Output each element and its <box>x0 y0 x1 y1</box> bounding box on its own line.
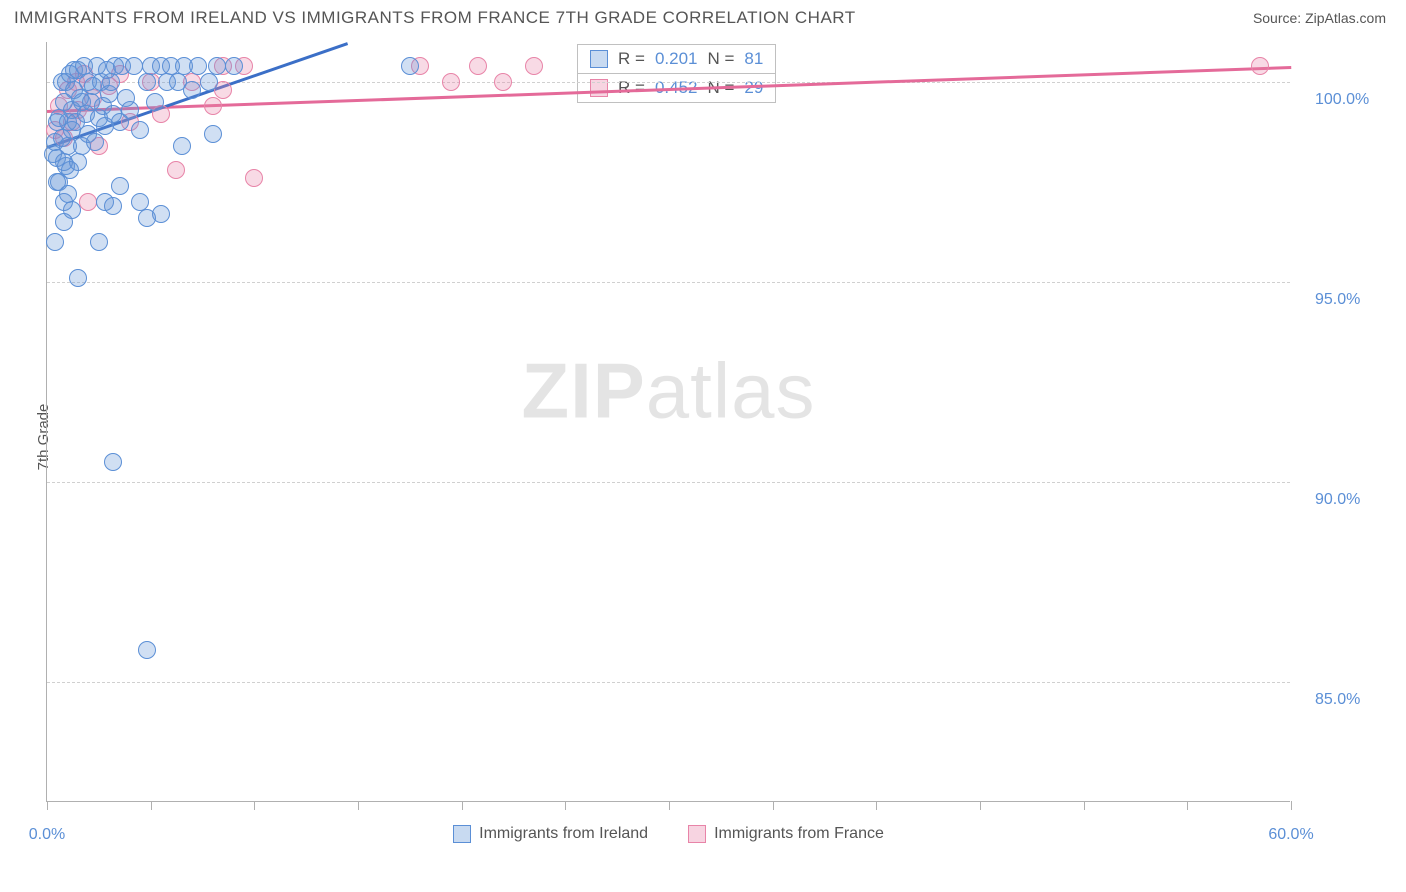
n-label: N = <box>707 49 734 69</box>
data-point <box>494 73 512 91</box>
data-point <box>55 213 73 231</box>
data-point <box>104 197 122 215</box>
legend-label: Immigrants from Ireland <box>479 825 648 843</box>
r-value: 0.201 <box>655 49 698 69</box>
x-tick <box>151 801 152 810</box>
data-point <box>442 73 460 91</box>
data-point <box>173 137 191 155</box>
swatch-pink-icon <box>688 825 706 843</box>
page-title: IMMIGRANTS FROM IRELAND VS IMMIGRANTS FR… <box>14 8 856 28</box>
watermark-heavy: ZIP <box>521 347 645 435</box>
y-tick-label: 100.0% <box>1315 91 1369 109</box>
r-label: R = <box>618 49 645 69</box>
x-tick <box>1291 801 1292 810</box>
data-point <box>189 57 207 75</box>
data-point <box>200 73 218 91</box>
n-value: 29 <box>744 78 763 98</box>
gridline <box>47 682 1290 683</box>
legend-item-ireland: Immigrants from Ireland <box>453 825 648 843</box>
data-point <box>59 185 77 203</box>
gridline <box>47 282 1290 283</box>
data-point <box>138 641 156 659</box>
n-value: 81 <box>744 49 763 69</box>
data-point <box>125 57 143 75</box>
x-tick-label: 0.0% <box>29 826 65 844</box>
data-point <box>121 101 139 119</box>
watermark: ZIPatlas <box>521 346 815 437</box>
x-tick-label: 60.0% <box>1268 826 1313 844</box>
gridline <box>47 482 1290 483</box>
series-legend: Immigrants from Ireland Immigrants from … <box>47 825 1290 843</box>
data-point <box>90 233 108 251</box>
data-point <box>138 73 156 91</box>
chart-area: 7th Grade ZIPatlas R = 0.201 N = 81 R = … <box>0 32 1406 842</box>
data-point <box>138 209 156 227</box>
x-tick <box>254 801 255 810</box>
data-point <box>146 93 164 111</box>
x-tick <box>1187 801 1188 810</box>
data-point <box>225 57 243 75</box>
legend-item-france: Immigrants from France <box>688 825 884 843</box>
x-tick <box>47 801 48 810</box>
data-point <box>46 233 64 251</box>
data-point <box>69 153 87 171</box>
watermark-light: atlas <box>646 347 816 435</box>
x-tick <box>565 801 566 810</box>
data-point <box>204 125 222 143</box>
swatch-blue-icon <box>453 825 471 843</box>
swatch-blue-icon <box>590 50 608 68</box>
data-point <box>469 57 487 75</box>
x-tick <box>980 801 981 810</box>
legend-label: Immigrants from France <box>714 825 884 843</box>
x-tick <box>358 801 359 810</box>
data-point <box>1251 57 1269 75</box>
data-point <box>208 57 226 75</box>
source-attribution: Source: ZipAtlas.com <box>1253 10 1386 26</box>
x-tick <box>773 801 774 810</box>
y-tick-label: 85.0% <box>1315 691 1360 709</box>
data-point <box>104 453 122 471</box>
data-point <box>69 269 87 287</box>
stats-row-ireland: R = 0.201 N = 81 <box>578 45 775 73</box>
y-tick-label: 95.0% <box>1315 291 1360 309</box>
data-point <box>131 121 149 139</box>
data-point <box>183 81 201 99</box>
y-tick-label: 90.0% <box>1315 491 1360 509</box>
plot-region: ZIPatlas R = 0.201 N = 81 R = 0.452 N = … <box>46 42 1290 802</box>
data-point <box>102 73 120 91</box>
data-point <box>401 57 419 75</box>
x-tick <box>876 801 877 810</box>
x-tick <box>462 801 463 810</box>
x-tick <box>1084 801 1085 810</box>
data-point <box>204 97 222 115</box>
data-point <box>525 57 543 75</box>
x-tick <box>669 801 670 810</box>
data-point <box>245 169 263 187</box>
data-point <box>79 193 97 211</box>
header: IMMIGRANTS FROM IRELAND VS IMMIGRANTS FR… <box>0 0 1406 32</box>
data-point <box>167 161 185 179</box>
data-point <box>111 177 129 195</box>
data-point <box>86 133 104 151</box>
stats-legend: R = 0.201 N = 81 R = 0.452 N = 29 <box>577 44 776 103</box>
